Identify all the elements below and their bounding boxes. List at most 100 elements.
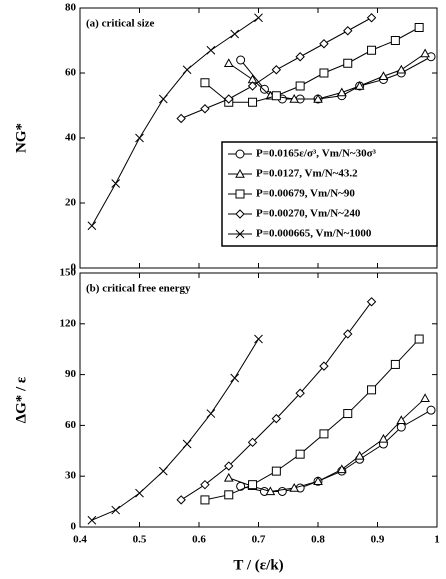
marker [420,393,430,403]
y-tick-label: 20 [65,197,77,209]
x-tick-label: 0.4 [73,534,87,546]
y-tick-label: 80 [65,2,77,14]
marker [223,472,234,482]
marker [248,480,258,490]
marker [182,439,192,449]
legend-label: P=0.0165ε/σ³, Vm/N~30σ³ [256,148,377,160]
marker [343,409,353,419]
marker [319,39,329,49]
marker [378,433,389,443]
marker [235,229,245,239]
marker [254,13,263,23]
plot-frame [79,272,438,528]
marker [319,429,329,439]
y-tick-label: 60 [65,67,77,79]
y-axis-title: ΔG* / ε [13,376,29,423]
marker [319,68,329,78]
marker [271,65,282,75]
marker [367,385,377,395]
marker [366,13,377,23]
panel-label: (a) critical size [86,18,155,30]
x-tick-label: 1 [434,534,440,546]
panel-label: (b) critical free energy [86,283,191,295]
y-tick-label: 30 [65,470,77,482]
marker [206,45,216,55]
y-tick-label: 40 [65,132,77,144]
marker [354,450,365,460]
x-tick-label: 0.5 [133,534,147,546]
marker [295,388,305,398]
marker [367,45,377,55]
marker [271,466,281,476]
marker [235,168,245,178]
y-tick-label: 150 [60,267,77,279]
marker [336,464,347,474]
marker [390,36,400,45]
series-line [91,338,259,521]
y-tick-label: 60 [65,419,77,431]
legend-box [221,141,438,247]
marker [414,334,424,344]
marker [182,65,192,75]
series-line [91,17,259,226]
marker [223,58,234,67]
marker [396,422,406,432]
marker [295,52,305,62]
series-line [228,397,426,492]
series-line [228,53,426,100]
marker [230,373,240,383]
marker [235,189,245,199]
marker [259,84,269,94]
y-tick-label: 90 [65,368,77,380]
x-tick-label: 0.7 [252,534,266,546]
marker [420,48,430,58]
y-tick-label: 0 [71,521,77,533]
marker [247,437,258,448]
marker [248,97,258,107]
marker [390,359,400,369]
marker [378,71,389,80]
marker [343,329,353,339]
marker [111,505,121,515]
series-line [204,338,420,501]
legend-label: P=0.0127, Vm/N~43.2 [256,168,358,180]
marker [265,486,276,496]
marker [343,26,353,36]
x-tick-label: 0.6 [192,534,206,546]
legend-label: P=0.00679, Vm/N~90 [256,188,355,200]
legend-label: P=0.00270, Vm/N~240 [256,208,361,220]
marker [414,23,424,32]
marker [158,94,168,104]
marker [354,80,365,90]
marker [200,495,210,505]
marker [200,479,210,490]
series-line [204,27,420,103]
marker [135,133,144,143]
marker [295,449,305,459]
y-axis-title: NG* [13,123,29,153]
marker [289,483,300,492]
legend-label: P=0.000665, Vm/N~1000 [256,228,372,240]
marker [235,209,245,219]
marker [158,466,168,476]
marker [224,94,234,104]
marker [289,93,300,103]
y-tick-label: 120 [60,317,77,329]
marker [111,179,121,188]
marker [336,87,347,97]
marker [176,495,186,505]
marker [135,488,144,498]
marker [396,64,407,74]
marker [230,29,240,39]
marker [271,413,282,424]
marker [200,78,210,88]
marker [366,297,377,307]
marker [87,515,97,525]
series-line [240,56,432,100]
marker [313,476,323,485]
marker [87,221,97,231]
marker [271,91,281,101]
marker [254,334,263,344]
x-axis-title: T / (ε/k) [233,557,283,573]
